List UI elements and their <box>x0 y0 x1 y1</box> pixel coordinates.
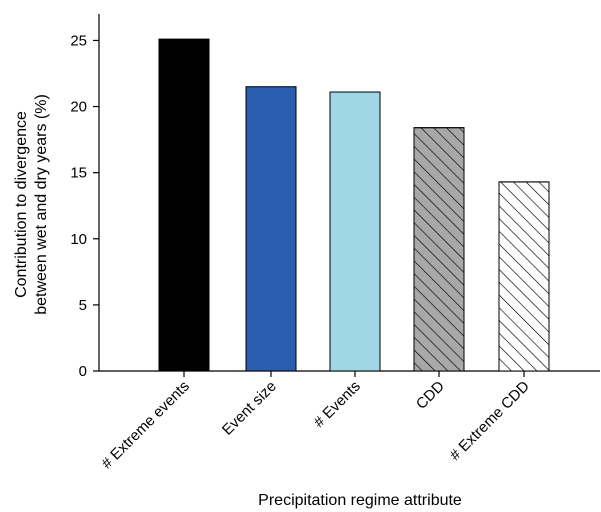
bar <box>158 38 210 372</box>
x-tick-label: CDD <box>413 378 448 413</box>
bar-hatch <box>498 181 550 372</box>
y-axis-title-line1: Contribution to divergence <box>13 111 30 298</box>
y-axis-ticks: 0 5 10 15 20 25 <box>70 32 99 380</box>
bar <box>245 86 297 372</box>
x-tick-label: # Extreme events <box>98 378 193 473</box>
x-tick-label: Event size <box>219 378 280 439</box>
bar <box>329 91 381 372</box>
x-tick-label: # Extreme CDD <box>447 378 533 464</box>
y-tick-label: 10 <box>70 231 87 248</box>
x-axis-ticks: # Extreme events Event size # Events CDD# E… <box>98 371 533 472</box>
y-tick-label: 15 <box>70 165 87 182</box>
y-tick-label: 5 <box>79 297 87 314</box>
bars <box>158 38 550 372</box>
y-tick-label: 25 <box>70 32 87 49</box>
y-tick-label: 20 <box>70 99 87 116</box>
x-tick-label: # Events <box>311 378 364 431</box>
y-tick-label: 0 <box>79 363 87 380</box>
y-axis-title-line2: between wet and dry years (%) <box>33 94 50 315</box>
bar-hatch <box>413 127 465 372</box>
x-axis-title: Precipitation regime attribute <box>258 492 462 509</box>
